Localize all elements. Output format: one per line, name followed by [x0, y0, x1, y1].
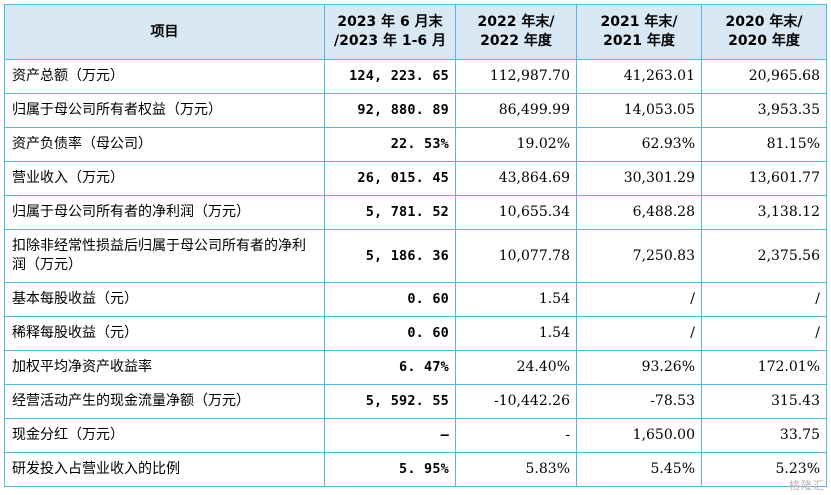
cell-2021: 7,250.83 [576, 229, 702, 283]
cell-2020: / [701, 316, 827, 351]
cell-2022: 1.54 [455, 316, 577, 351]
cell-2022: 1.54 [455, 282, 577, 317]
row-label: 归属于母公司所有者权益（万元） [4, 93, 325, 128]
cell-2023h1: 5, 186. 36 [324, 229, 456, 283]
cell-2021: 93.26% [576, 350, 702, 385]
cell-2021: / [576, 316, 702, 351]
cell-2020: 13,601.77 [701, 161, 827, 196]
table-row: 现金分红（万元） – - 1,650.00 33.75 [4, 418, 827, 453]
header-2023h1: 2023 年 6 月末/2023 年 1-6 月 [324, 4, 456, 60]
row-label: 研发投入占营业收入的比例 [4, 452, 325, 487]
table-row: 资产负债率（母公司） 22. 53% 19.02% 62.93% 81.15% [4, 127, 827, 162]
row-label: 基本每股收益（元） [4, 282, 325, 317]
table-row: 归属于母公司所有者的净利润（万元） 5, 781. 52 10,655.34 6… [4, 195, 827, 230]
row-label: 经营活动产生的现金流量净额（万元） [4, 384, 325, 419]
row-label: 营业收入（万元） [4, 161, 325, 196]
cell-2021: 62.93% [576, 127, 702, 162]
table-row: 归属于母公司所有者权益（万元） 92, 880. 89 86,499.99 14… [4, 93, 827, 128]
cell-2020: 315.43 [701, 384, 827, 419]
cell-2021: / [576, 282, 702, 317]
cell-2021: 5.45% [576, 452, 702, 487]
cell-2022: 112,987.70 [455, 59, 577, 94]
cell-2021: 1,650.00 [576, 418, 702, 453]
cell-2021: 6,488.28 [576, 195, 702, 230]
header-2020: 2020 年末/2020 年度 [701, 4, 827, 60]
table-row: 稀释每股收益（元） 0. 60 1.54 / / [4, 316, 827, 351]
table-row: 扣除非经常性损益后归属于母公司所有者的净利润（万元） 5, 186. 36 10… [4, 229, 827, 283]
cell-2023h1: 22. 53% [324, 127, 456, 162]
cell-2020: / [701, 282, 827, 317]
cell-2022: 43,864.69 [455, 161, 577, 196]
cell-2023h1: – [324, 418, 456, 453]
cell-2023h1: 6. 47% [324, 350, 456, 385]
cell-2023h1: 5. 95% [324, 452, 456, 487]
header-2021: 2021 年末/2021 年度 [576, 4, 702, 60]
row-label: 现金分红（万元） [4, 418, 325, 453]
cell-2022: - [455, 418, 577, 453]
table-row: 经营活动产生的现金流量净额（万元） 5, 592. 55 -10,442.26 … [4, 384, 827, 419]
cell-2022: 19.02% [455, 127, 577, 162]
financial-table-container: 项目 2023 年 6 月末/2023 年 1-6 月 2022 年末/2022… [4, 4, 827, 487]
cell-2022: 86,499.99 [455, 93, 577, 128]
cell-2022: -10,442.26 [455, 384, 577, 419]
row-label: 资产总额（万元） [4, 59, 325, 94]
cell-2022: 10,655.34 [455, 195, 577, 230]
header-item: 项目 [4, 4, 325, 60]
row-label: 归属于母公司所有者的净利润（万元） [4, 195, 325, 230]
financial-indicators-table: 项目 2023 年 6 月末/2023 年 1-6 月 2022 年末/2022… [4, 4, 827, 487]
row-label: 加权平均净资产收益率 [4, 350, 325, 385]
cell-2022: 5.83% [455, 452, 577, 487]
cell-2023h1: 92, 880. 89 [324, 93, 456, 128]
row-label: 稀释每股收益（元） [4, 316, 325, 351]
cell-2021: 30,301.29 [576, 161, 702, 196]
row-label: 扣除非经常性损益后归属于母公司所有者的净利润（万元） [4, 229, 325, 283]
cell-2020: 33.75 [701, 418, 827, 453]
cell-2020: 81.15% [701, 127, 827, 162]
cell-2020: 5.23% [701, 452, 827, 487]
cell-2023h1: 124, 223. 65 [324, 59, 456, 94]
cell-2021: 41,263.01 [576, 59, 702, 94]
cell-2020: 172.01% [701, 350, 827, 385]
cell-2021: 14,053.05 [576, 93, 702, 128]
cell-2022: 24.40% [455, 350, 577, 385]
cell-2023h1: 0. 60 [324, 282, 456, 317]
cell-2021: -78.53 [576, 384, 702, 419]
cell-2020: 20,965.68 [701, 59, 827, 94]
cell-2022: 10,077.78 [455, 229, 577, 283]
table-row: 基本每股收益（元） 0. 60 1.54 / / [4, 282, 827, 317]
cell-2020: 3,953.35 [701, 93, 827, 128]
cell-2023h1: 26, 015. 45 [324, 161, 456, 196]
table-row: 研发投入占营业收入的比例 5. 95% 5.83% 5.45% 5.23% [4, 452, 827, 487]
cell-2023h1: 5, 592. 55 [324, 384, 456, 419]
table-row: 加权平均净资产收益率 6. 47% 24.40% 93.26% 172.01% [4, 350, 827, 385]
row-label: 资产负债率（母公司） [4, 127, 325, 162]
cell-2023h1: 5, 781. 52 [324, 195, 456, 230]
header-2022: 2022 年末/2022 年度 [455, 4, 577, 60]
watermark-logo: 格隆汇 [789, 479, 825, 492]
cell-2023h1: 0. 60 [324, 316, 456, 351]
table-row: 营业收入（万元） 26, 015. 45 43,864.69 30,301.29… [4, 161, 827, 196]
cell-2020: 2,375.56 [701, 229, 827, 283]
cell-2020: 3,138.12 [701, 195, 827, 230]
table-header-row: 项目 2023 年 6 月末/2023 年 1-6 月 2022 年末/2022… [4, 4, 827, 60]
table-row: 资产总额（万元） 124, 223. 65 112,987.70 41,263.… [4, 59, 827, 94]
